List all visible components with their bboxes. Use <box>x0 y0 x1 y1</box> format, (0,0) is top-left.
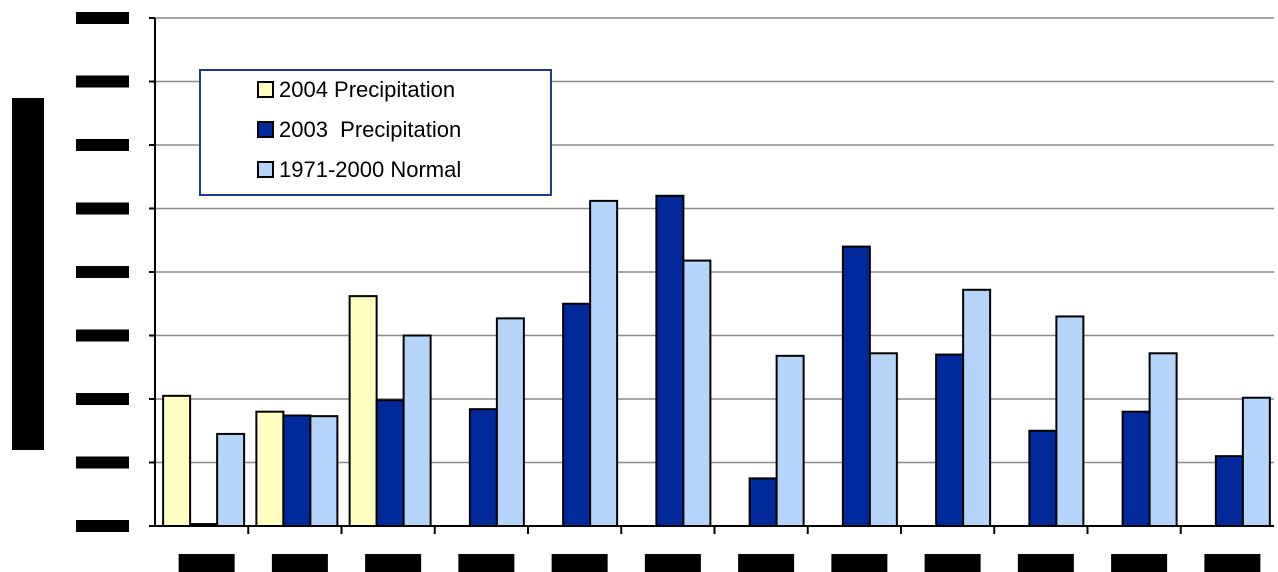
legend: 2004 Precipitation 2003 Precipitation 19… <box>200 70 551 195</box>
bar <box>256 412 283 526</box>
x-tick-label-redacted <box>645 554 701 572</box>
bar <box>497 318 524 526</box>
bar <box>217 434 244 526</box>
legend-swatch-normal <box>258 162 273 177</box>
bar <box>283 416 310 526</box>
bar <box>377 400 404 526</box>
bar <box>1216 456 1243 526</box>
bar <box>350 296 377 526</box>
bar <box>404 336 431 527</box>
bar <box>1029 431 1056 526</box>
y-tick-label-redacted <box>76 393 129 405</box>
bar <box>1123 412 1150 526</box>
x-tick-label-redacted <box>365 554 421 572</box>
y-tick-label-redacted <box>76 266 129 278</box>
bar <box>470 409 497 526</box>
bar <box>1056 316 1083 526</box>
x-tick-labels <box>179 554 1261 572</box>
y-tick-label-redacted <box>76 12 129 24</box>
x-tick-label-redacted <box>738 554 794 572</box>
y-axis-title-redacted <box>12 98 44 450</box>
bar <box>777 356 804 526</box>
y-tick-label-redacted <box>76 520 129 532</box>
bar <box>563 304 590 526</box>
x-tick-label-redacted <box>831 554 887 572</box>
x-tick-label-redacted <box>458 554 514 572</box>
legend-swatch-2004 <box>258 82 273 97</box>
legend-label-2003: 2003 Precipitation <box>279 117 461 142</box>
x-tick-label-redacted <box>179 554 235 572</box>
bar <box>963 290 990 526</box>
bar <box>590 201 617 526</box>
bar <box>936 355 963 526</box>
bar <box>656 196 683 526</box>
y-tick-label-redacted <box>76 76 129 88</box>
y-tick-label-redacted <box>76 330 129 342</box>
y-tick-label-redacted <box>76 203 129 215</box>
x-tick-label-redacted <box>552 554 608 572</box>
bar <box>163 396 190 526</box>
x-tick-label-redacted <box>1204 554 1260 572</box>
y-tick-label-redacted <box>76 139 129 151</box>
x-tick-label-redacted <box>1111 554 1167 572</box>
bar <box>750 478 777 526</box>
legend-swatch-2003 <box>258 122 273 137</box>
bar <box>683 261 710 526</box>
y-tick-label-redacted <box>76 457 129 469</box>
x-tick-label-redacted <box>925 554 981 572</box>
bar <box>870 353 897 526</box>
bar <box>843 247 870 526</box>
bar <box>310 416 337 526</box>
y-tick-labels <box>76 12 155 532</box>
bar <box>1243 398 1270 526</box>
legend-label-normal: 1971-2000 Normal <box>279 157 461 182</box>
bars <box>163 196 1270 526</box>
legend-label-2004: 2004 Precipitation <box>279 77 455 102</box>
x-tick-label-redacted <box>272 554 328 572</box>
bar <box>1150 353 1177 526</box>
x-tick-label-redacted <box>1018 554 1074 572</box>
